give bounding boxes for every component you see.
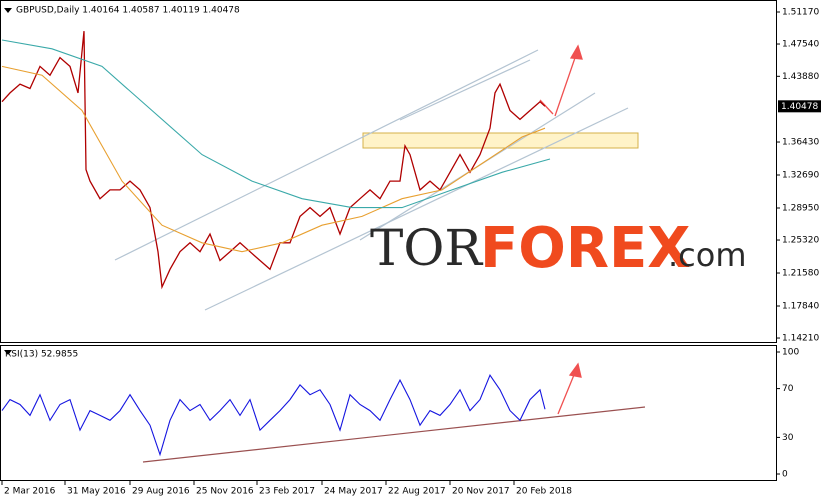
channel-short [399,59,531,121]
channel-upper [114,49,539,261]
x-tick-label: 24 May 2017 [324,487,383,497]
y-tick-label: 70 [782,384,794,394]
arrow-head [568,362,582,378]
watermark-tor: TOR [370,219,483,277]
y-tick-label: 0 [782,470,788,480]
price-panel [0,0,777,343]
series-line [1,65,546,253]
series-line [1,374,546,457]
watermark: TOR FOREX .com [370,216,747,281]
arrow [554,51,578,117]
arrow [557,369,577,415]
x-tick-label: 23 Feb 2017 [259,487,315,497]
arrow-head [569,44,583,60]
watermark-forex: FOREX [480,216,690,281]
x-tick-label: 31 May 2016 [67,487,126,497]
series-line [1,31,546,290]
x-tick-label: 20 Feb 2018 [516,487,572,497]
y-tick-label: 1.14210 [782,334,819,344]
price-header: GBPUSD,Daily 1.40164 1.40587 1.40119 1.4… [16,6,240,16]
channel [114,49,629,311]
arrow [539,99,554,115]
x-tick-label: 22 Aug 2017 [388,487,446,497]
menu-triangle [4,350,12,355]
menu-triangle [4,8,12,13]
y-tick-label: 1.51170 [782,7,819,17]
x-tick-label: 20 Nov 2017 [452,487,510,497]
channel-lower [204,107,629,311]
x-tick-label: 2 Mar 2016 [4,487,56,497]
x-tick-label: 29 Aug 2016 [132,487,190,497]
y-tick-label: 1.32690 [782,171,819,181]
y-tick-label: 1.28950 [782,204,819,214]
rsi-panel [0,345,777,481]
current-price-box [778,100,821,113]
current-price-label: 1.40478 [781,102,818,112]
y-tick-label: 100 [782,348,799,358]
y-tick-label: 1.17840 [782,302,819,312]
watermark-com: .com [668,236,747,274]
y-tick-label: 1.25320 [782,236,819,246]
series-line [1,39,551,209]
y-tick-label: 1.36430 [782,138,819,148]
y-tick-label: 30 [782,433,794,443]
rsi-header: RSI(13) 52.9855 [5,350,78,360]
y-tick-label: 1.21580 [782,269,819,279]
resistance-zone [362,132,639,149]
rsi-trendline [142,406,646,463]
y-tick-label: 1.43880 [782,72,819,82]
forecast-arrows [539,44,583,415]
x-tick-label: 25 Nov 2016 [196,487,254,497]
y-tick-label: 1.47540 [782,40,819,50]
